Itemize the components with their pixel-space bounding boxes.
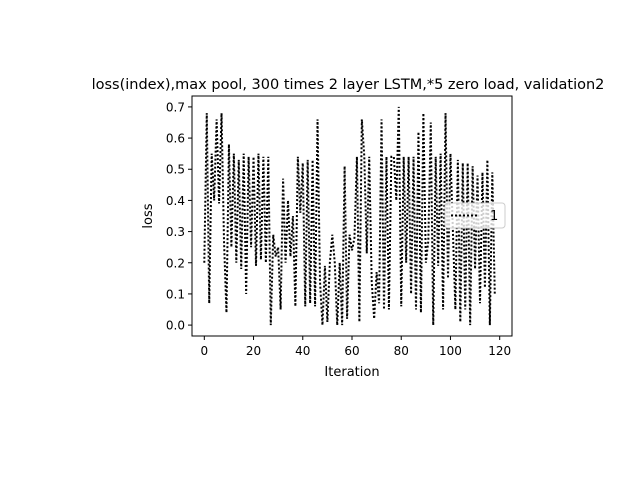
series-line-1: [203, 106, 496, 326]
y-tick-label: 0.1: [166, 287, 185, 301]
x-tick-label: 40: [295, 344, 310, 358]
x-tick-label: 0: [200, 344, 208, 358]
x-tick-label: 20: [246, 344, 261, 358]
x-axis-label: Iteration: [324, 365, 379, 380]
y-tick-label: 0.5: [166, 163, 185, 177]
y-tick-label: 0.7: [166, 100, 185, 114]
y-tick-label: 0.0: [166, 319, 185, 333]
chart-title: loss(index),max pool, 300 times 2 layer …: [92, 77, 605, 93]
x-tick-label: 120: [488, 344, 511, 358]
plot-area: [203, 106, 496, 326]
legend: 1: [444, 202, 506, 229]
y-tick-label: 0.2: [166, 256, 185, 270]
x-tick-label: 100: [439, 344, 462, 358]
x-axis: 0 20 40 60 80 100 120: [200, 336, 511, 358]
y-tick-label: 0.4: [166, 194, 185, 208]
y-axis: 0.0 0.1 0.2 0.3 0.4 0.5 0.6 0.7: [166, 100, 192, 333]
y-axis-label: loss: [141, 203, 156, 228]
x-tick-label: 60: [344, 344, 359, 358]
x-tick-label: 80: [394, 344, 409, 358]
y-tick-label: 0.6: [166, 132, 185, 146]
legend-label-series-1: 1: [490, 209, 498, 224]
y-tick-label: 0.3: [166, 225, 185, 239]
